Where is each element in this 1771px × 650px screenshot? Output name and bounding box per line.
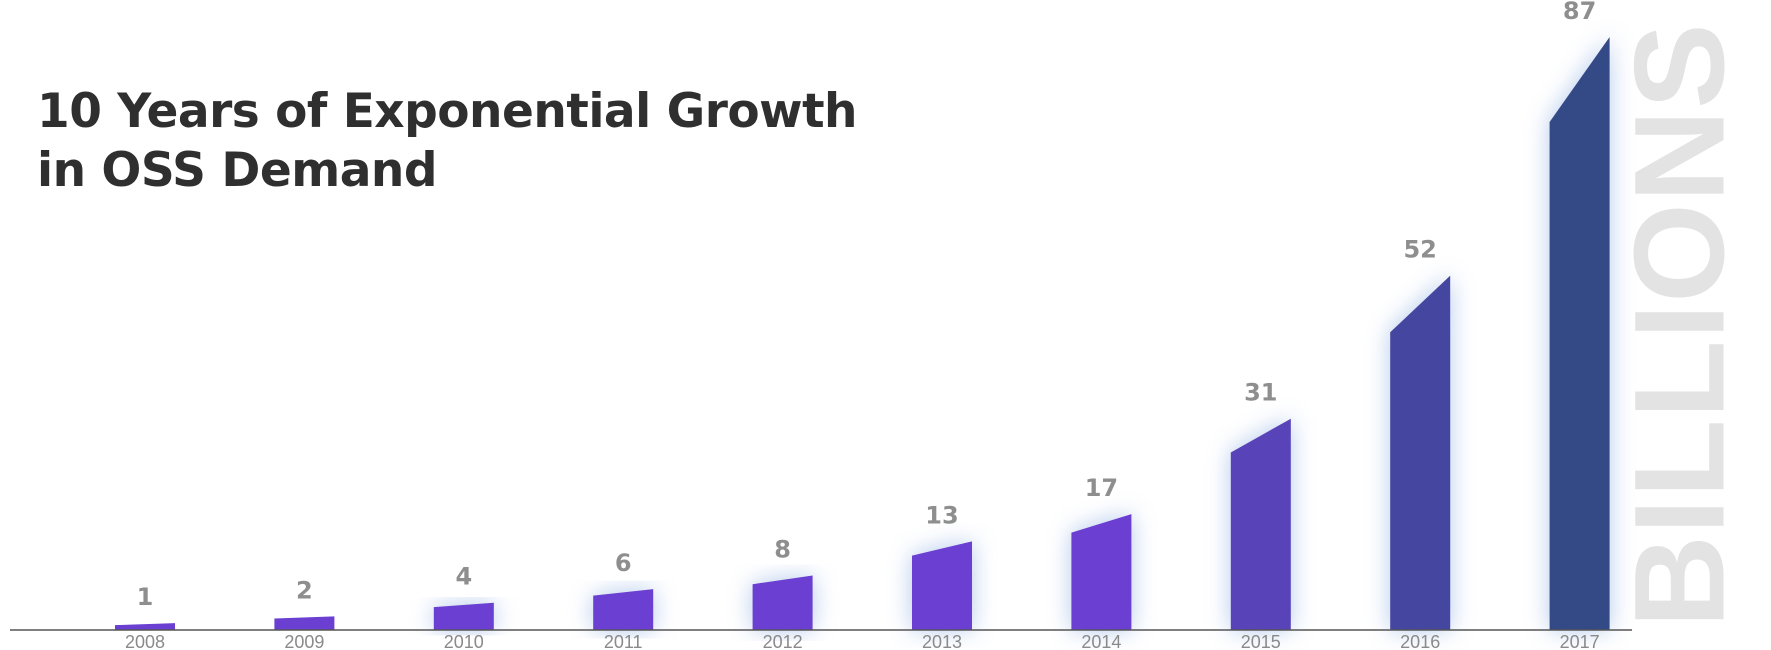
bar-2016: [1390, 275, 1451, 630]
bar-2015: [1230, 418, 1291, 630]
x-tick-label-2013: 2013: [922, 632, 962, 650]
bar-2010: [433, 602, 494, 630]
x-tick-label-2012: 2012: [763, 632, 803, 650]
data-label-2015: 31: [1244, 379, 1277, 407]
bar-2014: [1071, 514, 1132, 630]
x-tick-label-2016: 2016: [1400, 632, 1440, 650]
bar-2013: [912, 541, 972, 630]
bar-2008: [115, 623, 175, 630]
x-tick-label-2015: 2015: [1241, 632, 1281, 650]
data-label-2014: 17: [1085, 474, 1118, 502]
data-label-2012: 8: [774, 535, 791, 563]
data-label-2010: 4: [455, 563, 472, 591]
x-tick-label-2017: 2017: [1560, 632, 1600, 650]
x-tick-label-2011: 2011: [604, 632, 643, 650]
data-label-2017: 87: [1563, 0, 1596, 25]
data-label-2013: 13: [925, 501, 958, 529]
x-tick-label-2014: 2014: [1081, 632, 1121, 650]
x-tick-label-2010: 2010: [444, 632, 484, 650]
data-label-2011: 6: [615, 549, 632, 577]
chart-title-line-1: 10 Years of Exponential Growth: [37, 84, 858, 139]
data-label-2016: 52: [1403, 236, 1436, 264]
x-tick-label-2008: 2008: [125, 632, 165, 650]
bar-2012: [752, 575, 813, 630]
data-label-2009: 2: [296, 576, 313, 604]
bar-2009: [274, 616, 335, 630]
bar-2017: [1549, 37, 1610, 630]
x-tick-label-2009: 2009: [284, 632, 324, 650]
bar-2011: [593, 589, 654, 630]
data-label-2008: 1: [137, 583, 154, 611]
chart-title-line-2: in OSS Demand: [37, 143, 438, 198]
unit-label: BILLIONS: [1608, 22, 1752, 628]
